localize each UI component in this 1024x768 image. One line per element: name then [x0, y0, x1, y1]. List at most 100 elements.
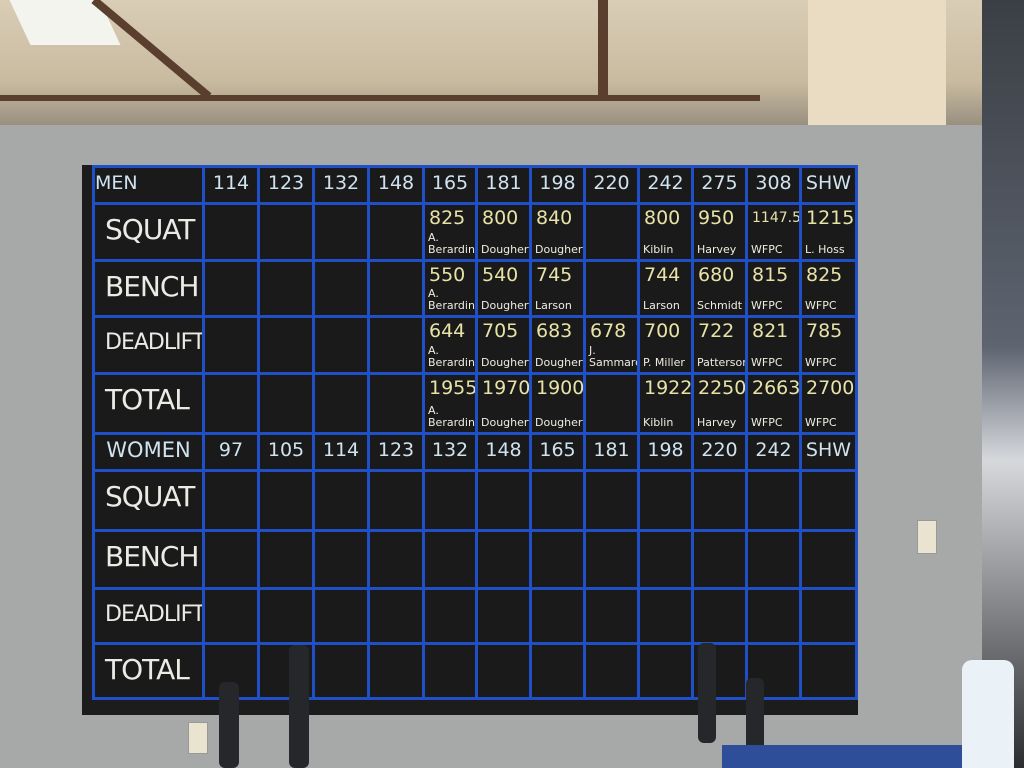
ceiling-beam	[0, 95, 760, 101]
women-weight-class: 114	[312, 432, 370, 472]
record-holder: Schmidt	[697, 299, 743, 312]
record-cell-empty	[475, 469, 532, 532]
record-holder: L. Hoss	[805, 243, 845, 256]
women-weight-class: 220	[691, 432, 748, 472]
record-holder: Kiblin	[643, 416, 674, 429]
record-cell-empty	[312, 469, 370, 532]
record-value	[315, 318, 367, 320]
men-lift-label: TOTAL	[92, 372, 205, 435]
record-value	[586, 262, 637, 264]
record-holder: WFPC	[805, 416, 837, 429]
women-lift-label: SQUAT	[92, 469, 205, 532]
record-value: 644	[429, 320, 466, 342]
record-value: 800	[482, 207, 519, 229]
record-value: 722	[698, 320, 735, 342]
ceiling-beam	[91, 0, 212, 100]
record-cell-empty	[475, 642, 532, 700]
record-holder: P. Miller	[643, 356, 685, 369]
record-cell-empty	[745, 587, 802, 645]
record-cell-empty	[529, 587, 586, 645]
record-value: 540	[482, 264, 519, 286]
men-weight-class: 132	[312, 165, 370, 205]
record-cell: 700 P. Miller	[637, 315, 694, 375]
record-cell-empty	[257, 529, 315, 590]
record-holder: A. Berardinelli	[428, 231, 491, 256]
record-value	[586, 205, 637, 207]
women-weight-class: 198	[637, 432, 694, 472]
record-cell: 678 J. Sammarco	[583, 315, 648, 375]
record-cell	[312, 202, 370, 262]
record-cell-empty	[691, 529, 748, 590]
record-cell	[583, 259, 640, 318]
women-weight-class: 165	[529, 432, 586, 472]
record-cell	[257, 372, 315, 435]
record-value: 2250	[698, 377, 747, 399]
record-cell: 705 Dougherty	[475, 315, 540, 375]
record-cell: 950 Harvey	[691, 202, 748, 262]
record-cell-empty	[202, 587, 260, 645]
record-cell-empty	[367, 642, 425, 700]
record-cell	[367, 259, 425, 318]
record-cell-empty	[583, 587, 640, 645]
men-weight-class: 198	[529, 165, 586, 205]
record-holder: WFPC	[805, 299, 837, 312]
record-value: 700	[644, 320, 681, 342]
record-cell: 745 Larson	[529, 259, 586, 318]
record-value	[370, 318, 422, 320]
record-value	[370, 262, 422, 264]
record-value: 815	[752, 264, 789, 286]
light-switch	[917, 520, 937, 554]
record-value: 825	[806, 264, 843, 286]
record-holder: Dougherty	[481, 299, 540, 312]
record-holder: WFPC	[751, 299, 783, 312]
women-lift-label: DEADLIFT	[92, 587, 205, 645]
men-weight-class: 114	[202, 165, 260, 205]
men-weight-class: 165	[422, 165, 478, 205]
record-cell-empty	[202, 529, 260, 590]
record-cell: 840 Dougherty	[529, 202, 593, 262]
record-cell	[312, 372, 370, 435]
record-value: 821	[752, 320, 789, 342]
record-value: 745	[536, 264, 573, 286]
men-weight-class: 148	[367, 165, 425, 205]
record-value: 683	[536, 320, 573, 342]
record-cell-empty	[583, 642, 640, 700]
record-cell-empty	[422, 587, 478, 645]
record-value	[260, 205, 312, 207]
record-cell-empty	[529, 469, 586, 532]
record-value	[260, 375, 312, 377]
record-cell: 683 Dougherty	[529, 315, 594, 375]
record-holder: Dougherty	[481, 416, 540, 429]
record-cell-empty	[312, 529, 370, 590]
record-cell	[202, 259, 260, 318]
record-cell-empty	[583, 529, 640, 590]
record-value	[315, 375, 367, 377]
record-cell: 1215 L. Hoss	[799, 202, 858, 262]
record-cell: 800 Dougherty	[475, 202, 539, 262]
men-lift-label: BENCH	[92, 259, 205, 318]
record-value	[370, 205, 422, 207]
men-weight-class: 181	[475, 165, 532, 205]
record-holder: Dougherty	[481, 356, 540, 369]
record-cell-empty	[367, 529, 425, 590]
record-holder: WFPC	[751, 356, 783, 369]
wall-outlet	[188, 722, 208, 754]
record-cell-empty	[799, 469, 858, 532]
record-holder: Patterson	[697, 356, 750, 369]
men-weight-class: 275	[691, 165, 748, 205]
bench-pad	[722, 745, 962, 768]
record-cell: 2700 WFPC	[799, 372, 858, 435]
record-cell	[312, 315, 370, 375]
record-holder: Dougherty	[535, 356, 594, 369]
equipment-post	[289, 645, 309, 768]
record-value	[205, 318, 257, 320]
ceiling-panel	[808, 0, 946, 135]
record-value: 2663	[752, 377, 801, 399]
women-weight-class: SHW	[799, 432, 858, 472]
men-lift-label: SQUAT	[92, 202, 205, 262]
equipment-post	[698, 643, 716, 743]
record-cell: 1147.5 WFPC	[745, 202, 802, 262]
women-weight-class: 181	[583, 432, 640, 472]
record-cell-empty	[745, 469, 802, 532]
record-holder: Larson	[535, 299, 572, 312]
